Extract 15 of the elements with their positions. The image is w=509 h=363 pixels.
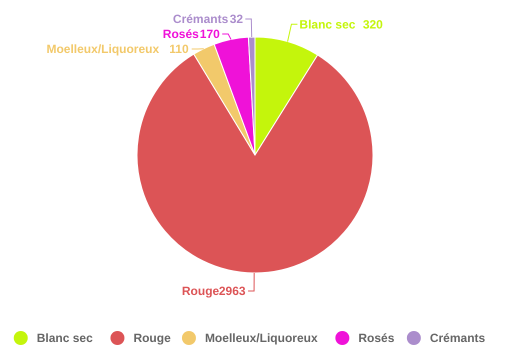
data-label: 32: [230, 12, 244, 26]
slice-label: Rouge: [182, 284, 220, 298]
legend-label: Rosés: [358, 331, 395, 345]
slice-label: Moelleux/Liquoreux: [46, 42, 160, 56]
legend-label: Blanc sec: [36, 331, 94, 345]
legend-label: Crémants: [430, 331, 486, 345]
slice-label: Crémants: [172, 12, 229, 26]
legend-label: Moelleux/Liquoreux: [204, 331, 318, 345]
slice-label: Rosés: [162, 27, 200, 42]
data-label: 2963: [218, 284, 246, 298]
legend-label: Rouge: [133, 331, 172, 345]
data-label: 320: [362, 17, 384, 32]
data-label: 110: [169, 42, 189, 56]
data-label: 170: [200, 27, 220, 42]
slice-label: Blanc sec: [299, 17, 356, 32]
